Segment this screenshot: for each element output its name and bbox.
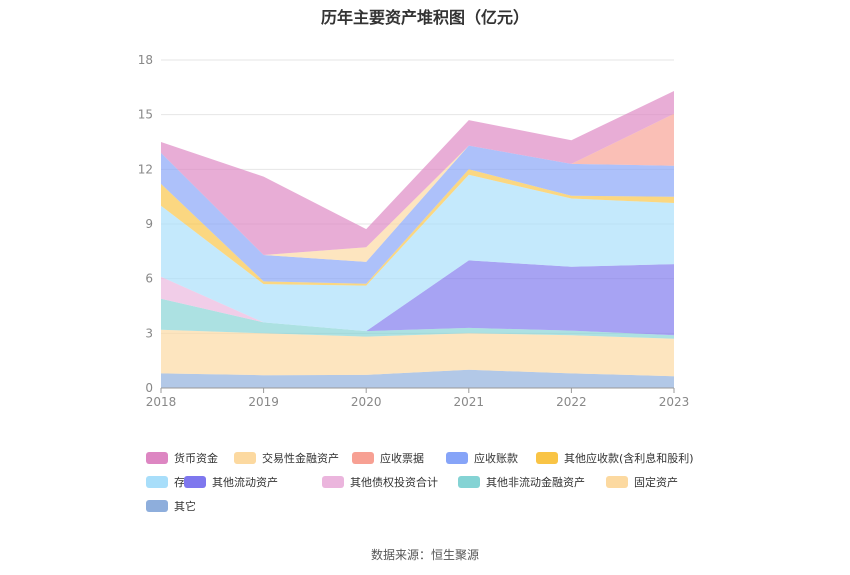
- legend-swatch: [146, 476, 168, 488]
- source-note: 数据来源：恒生聚源: [370, 548, 479, 562]
- legend-item[interactable]: 其他债权投资合计: [322, 474, 438, 490]
- legend-item[interactable]: 其他流动资产: [184, 474, 278, 490]
- legend-item[interactable]: 货币资金: [146, 450, 218, 466]
- legend-swatch: [536, 452, 558, 464]
- y-tick-label: 0: [145, 381, 153, 395]
- y-tick-label: 15: [138, 108, 153, 122]
- legend-swatch: [146, 452, 168, 464]
- legend-swatch: [446, 452, 468, 464]
- legend-label: 其他应收款(含利息和股利): [564, 452, 694, 465]
- legend-item[interactable]: 应收票据: [352, 450, 424, 466]
- legend-swatch: [234, 452, 256, 464]
- legend-item[interactable]: 固定资产: [606, 474, 678, 490]
- legend-item[interactable]: 其他非流动金融资产: [458, 474, 585, 490]
- y-tick-label: 3: [145, 326, 153, 340]
- x-tick-label: 2020: [351, 395, 382, 409]
- area-series-应收账款: [161, 145, 674, 284]
- legend-item[interactable]: 交易性金融资产: [234, 450, 339, 466]
- legend-item[interactable]: 其它: [146, 498, 196, 514]
- legend-swatch: [352, 452, 374, 464]
- area-series-其它: [161, 369, 674, 388]
- y-tick-label: 12: [138, 162, 153, 176]
- x-tick-label: 2022: [556, 395, 587, 409]
- legend-label: 其他非流动金融资产: [486, 476, 585, 489]
- x-tick-label: 2019: [248, 395, 279, 409]
- x-tick-label: 2021: [454, 395, 485, 409]
- axes: 0 3 6 9 12 15 18 2018 2019 2020 2021 2022 2023: [138, 53, 690, 409]
- y-tick-label: 18: [138, 53, 153, 67]
- area-series-其他应收款(含利息和股利): [161, 169, 674, 286]
- y-tick-label: 9: [145, 217, 153, 231]
- legend-swatch: [458, 476, 480, 488]
- legend-label: 其他流动资产: [212, 476, 278, 489]
- area-series: [161, 91, 674, 388]
- legend-swatch: [146, 500, 168, 512]
- area-series-其他流动资产: [161, 260, 674, 336]
- legend-swatch: [606, 476, 628, 488]
- area-series-固定资产: [161, 329, 674, 377]
- legend-item[interactable]: 其他应收款(含利息和股利): [536, 450, 694, 466]
- area-series-货币资金: [161, 91, 674, 255]
- legend-swatch: [322, 476, 344, 488]
- legend-label: 其他债权投资合计: [350, 476, 438, 489]
- area-series-存货: [161, 174, 674, 332]
- legend-label: 应收票据: [380, 452, 424, 465]
- y-tick-label: 6: [145, 272, 153, 286]
- chart-title: 历年主要资产堆积图（亿元）: [320, 8, 529, 27]
- legend-item[interactable]: 应收账款: [446, 450, 518, 466]
- legend-label: 应收账款: [474, 452, 518, 465]
- legend-label: 固定资产: [634, 476, 678, 489]
- legend-swatch: [184, 476, 206, 488]
- area-series-其他非流动金融资产: [161, 298, 674, 339]
- x-tick-label: 2018: [146, 395, 177, 409]
- legend-label: 货币资金: [174, 452, 218, 465]
- legend-label: 其它: [174, 500, 196, 513]
- x-tick-label: 2023: [659, 395, 690, 409]
- legend-label: 交易性金融资产: [262, 452, 339, 465]
